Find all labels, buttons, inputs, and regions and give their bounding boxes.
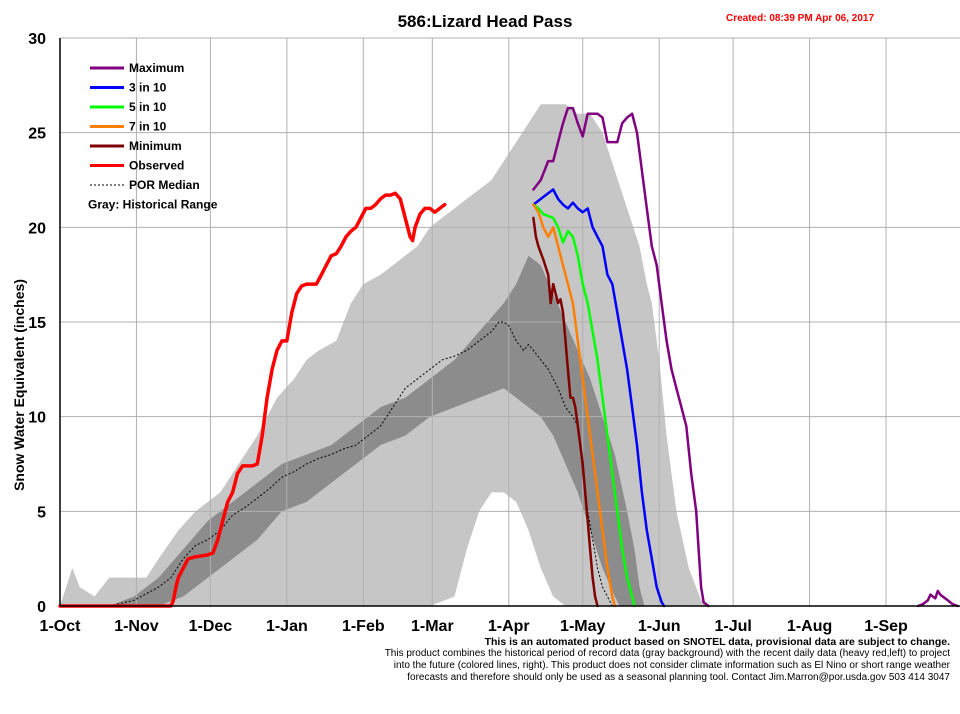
y-axis-label: Snow Water Equivalent (inches) — [11, 279, 27, 491]
series-observed-line — [58, 191, 447, 608]
disclaimer: This is an automated product based on SN… — [250, 636, 950, 684]
series-5-in-10-line — [532, 203, 636, 608]
disclaimer-line-4: forecasts and therefore should only be u… — [407, 672, 950, 683]
disclaimer-line-2: This product combines the historical per… — [384, 648, 950, 659]
series-maximum-line — [532, 106, 710, 608]
y-tick-label: 0 — [37, 599, 46, 616]
legend-label: Observed — [129, 159, 184, 173]
legend-label: 3 in 10 — [129, 81, 167, 95]
x-tick-label: 1-Jan — [266, 618, 308, 635]
x-tick-label: 1-Apr — [488, 618, 530, 635]
legend-label: POR Median — [129, 178, 200, 192]
gray-range-note: Gray: Historical Range — [88, 198, 218, 212]
x-tick-label: 1-Jul — [714, 618, 751, 635]
series-minimum-line — [532, 216, 599, 608]
y-tick-label: 25 — [28, 126, 46, 143]
x-tick-label: 1-Feb — [342, 618, 385, 635]
y-tick-label: 20 — [28, 220, 46, 237]
legend-label: 5 in 10 — [129, 100, 167, 114]
series-maximum-late-line — [916, 589, 959, 608]
historical-range-band — [60, 104, 709, 607]
disclaimer-line-1: This is an automated product based on SN… — [484, 636, 950, 648]
x-tick-label: 1-Nov — [114, 618, 159, 635]
inner-range-band — [109, 255, 645, 606]
y-tick-label: 10 — [28, 410, 46, 427]
por-median-line — [109, 321, 613, 607]
x-tick-label: 1-Mar — [411, 618, 454, 635]
legend: Maximum 3 in 10 5 in 10 7 in 10 Minimum Obser… — [88, 61, 218, 212]
series-3-in-10-line — [532, 188, 666, 608]
series-7-in-10-line — [532, 203, 617, 608]
x-tick-label: 1-Oct — [40, 618, 82, 635]
x-tick-label: 1-Dec — [189, 618, 233, 635]
x-tick-label: 1-Jun — [638, 618, 681, 635]
y-tick-label: 5 — [37, 504, 46, 521]
legend-label: Maximum — [129, 61, 184, 75]
disclaimer-line-3: into the future (colored lines, right). … — [393, 660, 950, 671]
created-timestamp: Created: 08:39 PM Apr 06, 2017 — [726, 13, 874, 24]
y-tick-label: 15 — [28, 315, 46, 332]
x-tick-label: 1-Aug — [787, 618, 832, 635]
legend-label: Minimum — [129, 139, 182, 153]
x-tick-label: 1-Sep — [864, 618, 908, 635]
y-tick-label: 30 — [28, 31, 46, 48]
x-tick-label: 1-May — [560, 618, 605, 635]
chart-title: 586:Lizard Head Pass — [398, 12, 573, 31]
legend-label: 7 in 10 — [129, 120, 167, 134]
